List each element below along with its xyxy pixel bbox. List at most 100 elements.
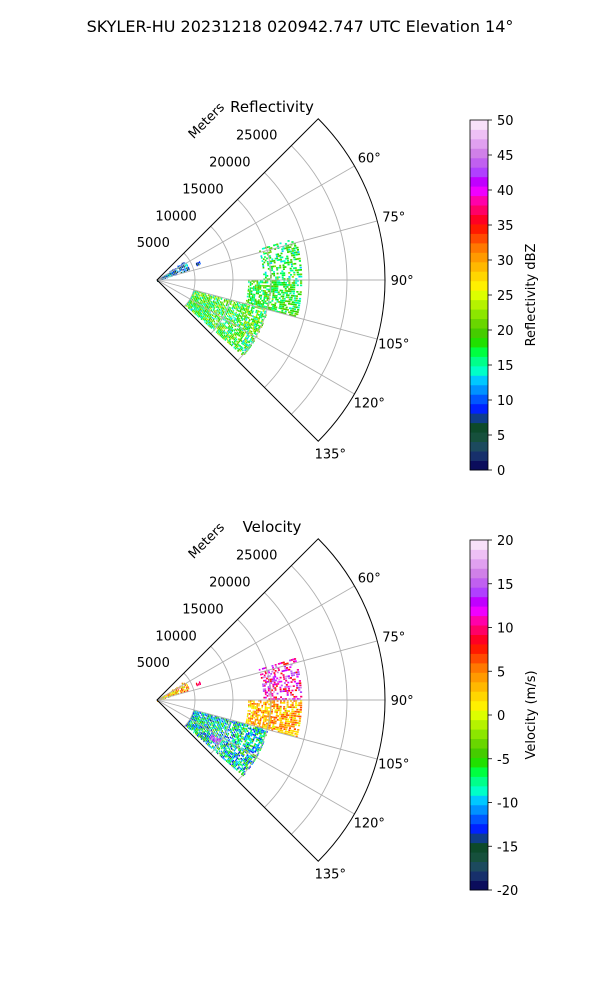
echo-cell bbox=[257, 728, 260, 731]
echo-cell bbox=[281, 702, 284, 704]
echo-cell bbox=[173, 691, 175, 694]
echo-cell bbox=[213, 326, 215, 328]
echo-cell bbox=[214, 325, 216, 328]
echo-cell bbox=[279, 305, 282, 307]
echo-cell bbox=[225, 725, 227, 728]
echo-cell bbox=[224, 718, 226, 720]
echo-cell bbox=[296, 271, 299, 274]
echo-cell bbox=[234, 322, 236, 324]
echo-cell bbox=[218, 331, 220, 334]
echo-cell bbox=[259, 291, 261, 293]
echo-cell bbox=[209, 307, 212, 310]
echo-cell bbox=[225, 299, 227, 302]
echo-cell bbox=[213, 323, 215, 326]
echo-cell bbox=[248, 327, 251, 330]
echo-cell bbox=[255, 329, 257, 332]
echo-cell bbox=[238, 751, 241, 753]
echo-cell bbox=[293, 284, 296, 286]
echo-cell bbox=[271, 709, 274, 711]
echo-cell bbox=[205, 735, 207, 738]
echo-cell bbox=[237, 747, 239, 749]
echo-cell bbox=[244, 749, 246, 751]
echo-cell bbox=[235, 747, 237, 750]
echo-cell bbox=[224, 748, 226, 751]
echo-cell bbox=[259, 727, 262, 730]
echo-cell bbox=[282, 246, 285, 248]
echo-cell bbox=[259, 301, 261, 303]
echo-cell bbox=[295, 735, 298, 738]
echo-cell bbox=[215, 718, 217, 721]
echo-cell bbox=[192, 297, 194, 299]
echo-cell bbox=[283, 278, 286, 280]
echo-cell bbox=[296, 669, 299, 671]
echo-cell bbox=[232, 305, 234, 308]
echo-cell bbox=[249, 750, 251, 752]
echo-cell bbox=[271, 281, 274, 284]
echo-cell bbox=[234, 334, 237, 336]
echo-cell bbox=[240, 737, 242, 739]
echo-cell bbox=[185, 683, 187, 685]
echo-cell bbox=[212, 736, 214, 739]
echo-cell bbox=[240, 752, 242, 754]
echo-cell bbox=[283, 669, 286, 672]
echo-cell bbox=[271, 287, 274, 289]
echo-cell bbox=[282, 247, 285, 250]
echo-cell bbox=[225, 306, 227, 309]
echo-cell bbox=[283, 706, 286, 708]
echo-cell bbox=[225, 720, 227, 723]
echo-cell bbox=[237, 320, 239, 323]
echo-cell bbox=[281, 291, 284, 294]
echo-cell bbox=[263, 308, 265, 311]
echo-cell bbox=[258, 325, 261, 328]
echo-cell bbox=[242, 737, 244, 740]
echo-cell bbox=[208, 744, 210, 747]
echo-cell bbox=[195, 733, 197, 736]
echo-cell bbox=[224, 331, 226, 334]
echo-cell bbox=[293, 660, 296, 663]
echo-cell bbox=[247, 345, 250, 347]
echo-cell bbox=[229, 327, 231, 329]
echo-cell bbox=[245, 347, 248, 350]
echo-cell bbox=[248, 310, 250, 313]
echo-cell bbox=[278, 281, 281, 284]
echo-cell bbox=[247, 756, 249, 759]
echo-cell bbox=[206, 713, 208, 715]
echo-cell bbox=[250, 760, 253, 763]
echo-cell bbox=[183, 270, 186, 273]
echo-cell bbox=[249, 322, 251, 325]
echo-cell bbox=[223, 307, 225, 309]
echo-cell bbox=[277, 266, 280, 269]
echo-cell bbox=[271, 698, 274, 701]
echo-cell bbox=[237, 743, 239, 746]
colorbar-band bbox=[470, 205, 488, 215]
colorbar-band bbox=[470, 318, 488, 329]
echo-cell bbox=[198, 727, 200, 730]
echo-cell bbox=[243, 759, 245, 762]
echo-cell bbox=[193, 731, 195, 734]
echo-cell bbox=[246, 346, 249, 349]
echo-cell bbox=[230, 328, 233, 330]
echo-cell bbox=[237, 315, 239, 318]
echo-cell bbox=[243, 326, 245, 329]
echo-cell bbox=[225, 335, 227, 338]
echo-cell bbox=[282, 732, 285, 734]
echo-cell bbox=[188, 727, 190, 729]
echo-cell bbox=[250, 739, 252, 742]
echo-cell bbox=[278, 698, 281, 700]
echo-cell bbox=[218, 739, 220, 742]
echo-cell bbox=[182, 683, 184, 686]
echo-cell bbox=[213, 315, 215, 317]
echo-cell bbox=[282, 264, 285, 267]
echo-cell bbox=[180, 271, 182, 274]
colorbar-band bbox=[470, 441, 488, 452]
echo-cell bbox=[210, 736, 212, 739]
echo-cell bbox=[233, 741, 235, 743]
echo-cell bbox=[294, 269, 297, 272]
echo-cell bbox=[280, 252, 283, 255]
echo-cell bbox=[272, 725, 274, 728]
echo-cell bbox=[278, 280, 281, 282]
echo-cell bbox=[254, 298, 257, 301]
echo-cell bbox=[271, 260, 274, 262]
echo-cell bbox=[228, 301, 230, 304]
echo-cell bbox=[230, 734, 233, 736]
